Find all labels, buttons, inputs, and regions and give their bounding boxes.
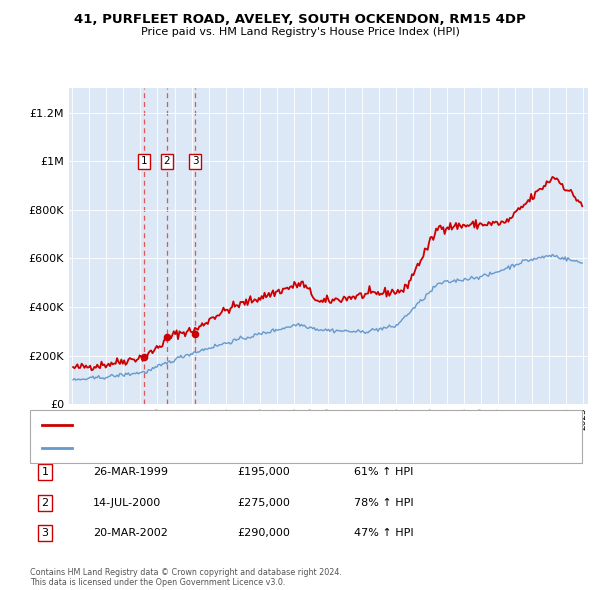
Text: 1: 1 <box>41 467 49 477</box>
Text: 2: 2 <box>41 498 49 507</box>
Text: Contains HM Land Registry data © Crown copyright and database right 2024.
This d: Contains HM Land Registry data © Crown c… <box>30 568 342 587</box>
Text: 41, PURFLEET ROAD, AVELEY, SOUTH OCKENDON, RM15 4DP (detached house): 41, PURFLEET ROAD, AVELEY, SOUTH OCKENDO… <box>78 421 454 430</box>
Text: 47% ↑ HPI: 47% ↑ HPI <box>354 529 413 538</box>
Text: 1: 1 <box>141 156 148 166</box>
Text: 61% ↑ HPI: 61% ↑ HPI <box>354 467 413 477</box>
Text: HPI: Average price, detached house, Thurrock: HPI: Average price, detached house, Thur… <box>78 444 296 453</box>
Text: 20-MAR-2002: 20-MAR-2002 <box>93 529 168 538</box>
Text: 3: 3 <box>41 529 49 538</box>
Text: £275,000: £275,000 <box>237 498 290 507</box>
Text: 78% ↑ HPI: 78% ↑ HPI <box>354 498 413 507</box>
Text: 14-JUL-2000: 14-JUL-2000 <box>93 498 161 507</box>
Text: 26-MAR-1999: 26-MAR-1999 <box>93 467 168 477</box>
Text: £195,000: £195,000 <box>237 467 290 477</box>
Text: 41, PURFLEET ROAD, AVELEY, SOUTH OCKENDON, RM15 4DP: 41, PURFLEET ROAD, AVELEY, SOUTH OCKENDO… <box>74 13 526 26</box>
Text: 3: 3 <box>192 156 199 166</box>
Text: £290,000: £290,000 <box>237 529 290 538</box>
Text: Price paid vs. HM Land Registry's House Price Index (HPI): Price paid vs. HM Land Registry's House … <box>140 27 460 37</box>
Text: 2: 2 <box>163 156 170 166</box>
